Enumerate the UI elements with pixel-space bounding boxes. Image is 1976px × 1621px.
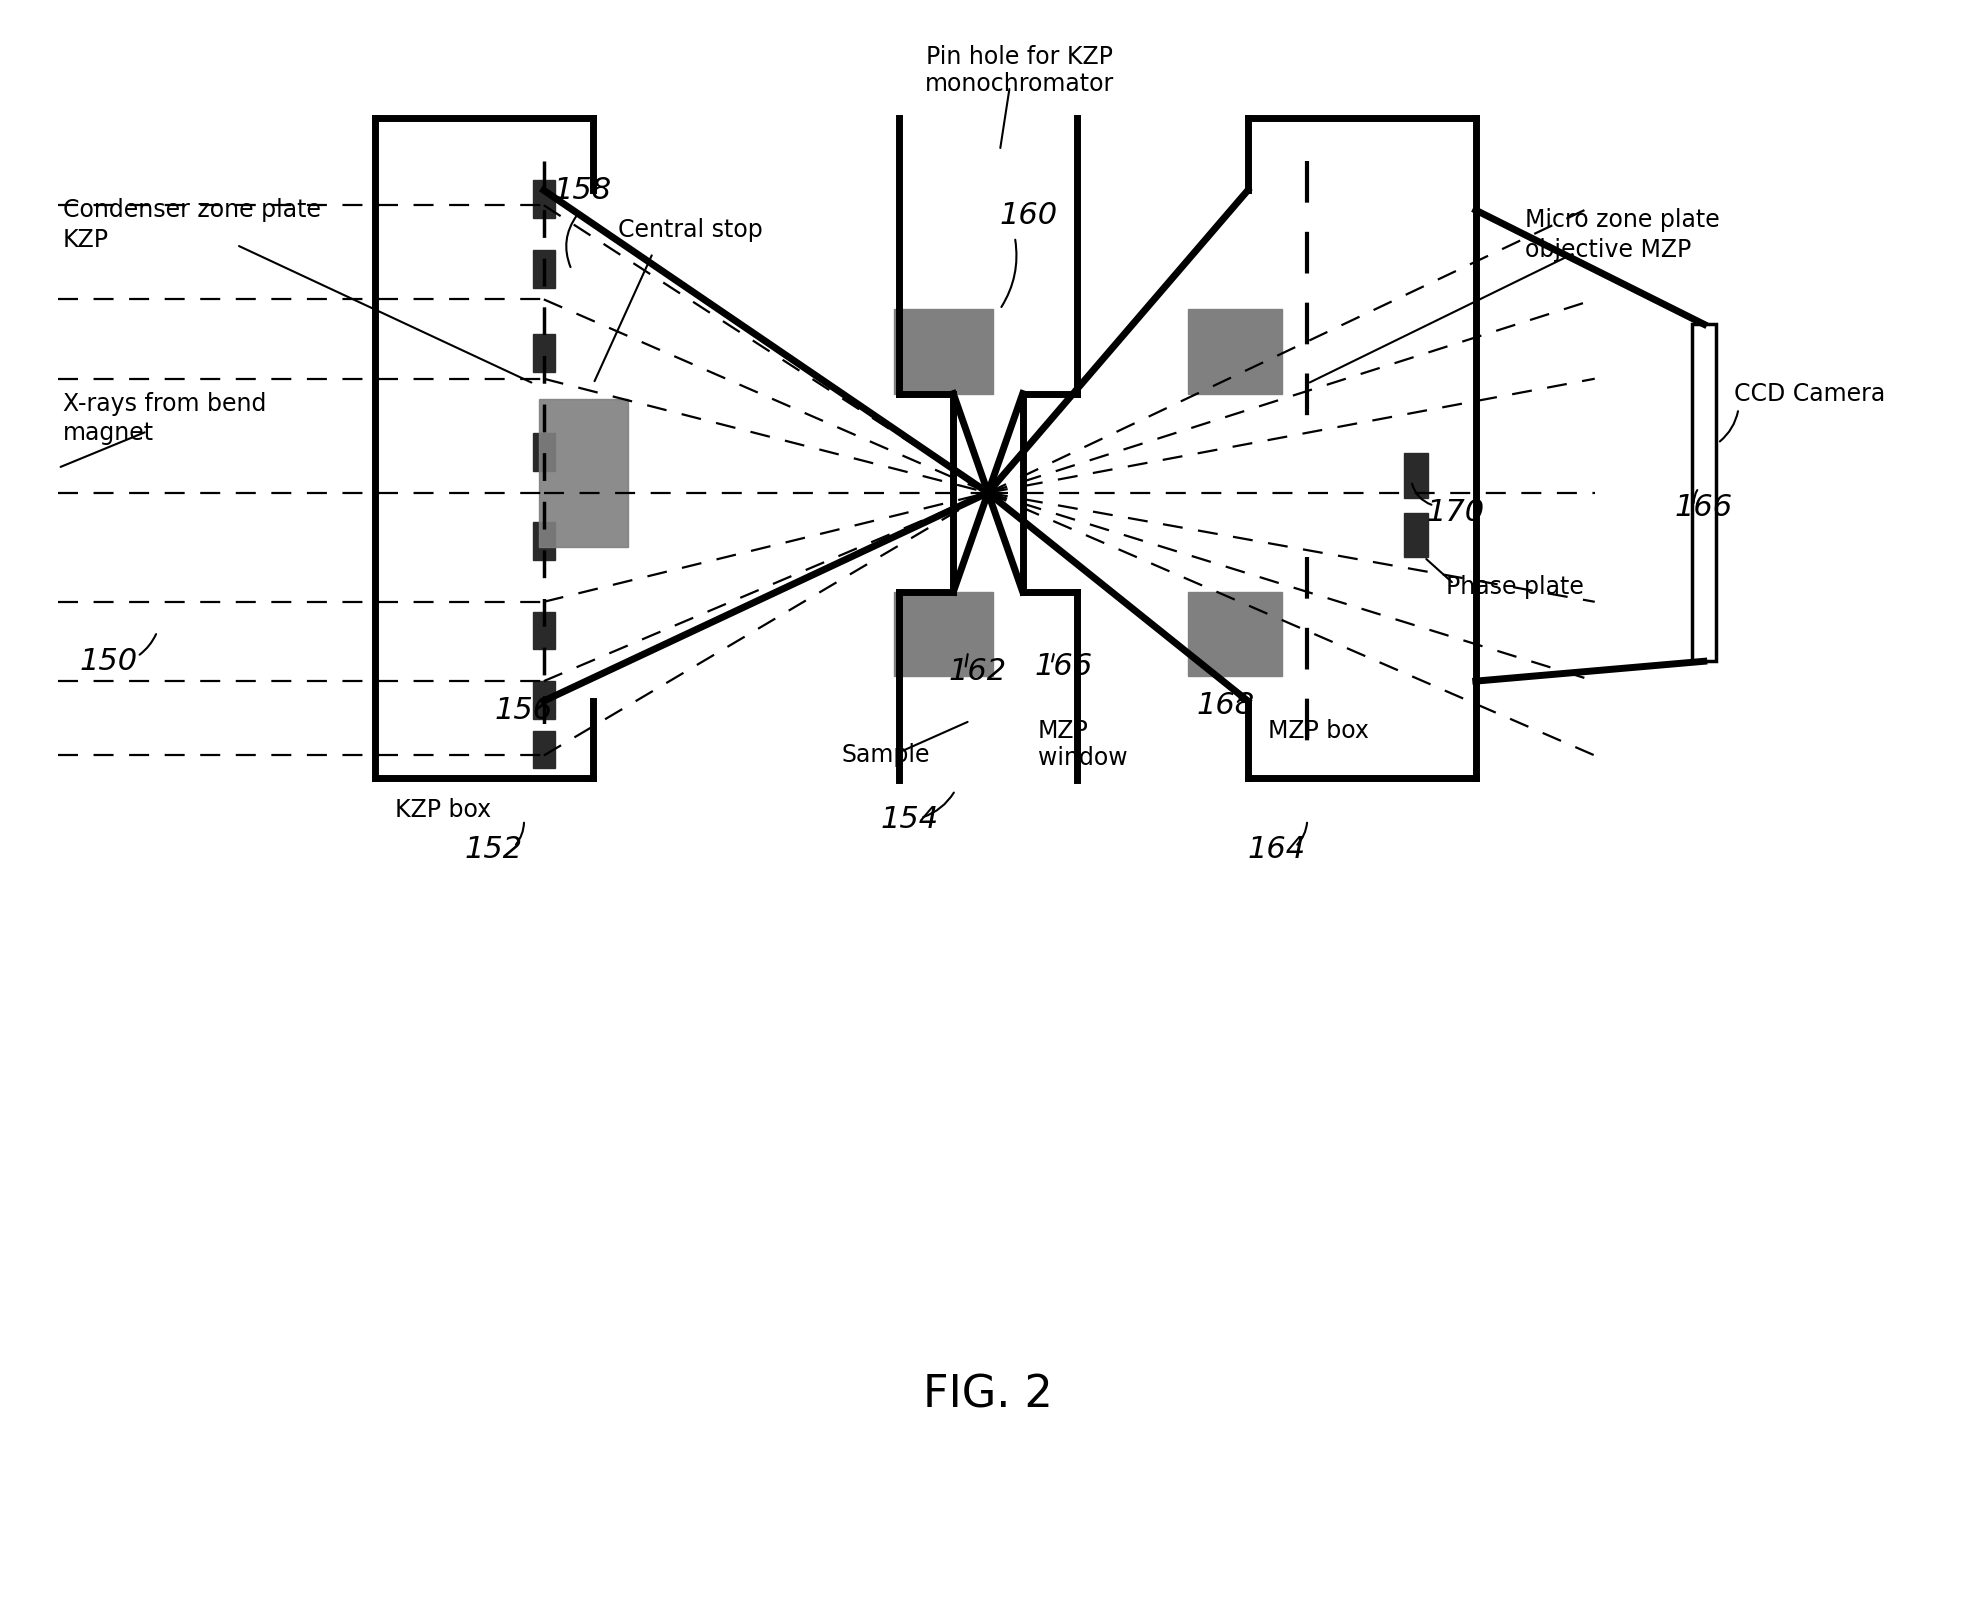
Text: window: window [1037, 746, 1126, 770]
Text: MZP: MZP [1037, 718, 1089, 742]
Bar [534, 731, 555, 768]
Text: KZP box: KZP box [395, 798, 492, 822]
Text: FIG. 2: FIG. 2 [923, 1373, 1053, 1417]
Text: Condenser zone plate: Condenser zone plate [63, 198, 320, 222]
Text: 152: 152 [464, 835, 522, 864]
Text: MZP box: MZP box [1267, 718, 1369, 742]
Bar [539, 399, 628, 548]
Text: 170: 170 [1427, 498, 1484, 527]
Bar [534, 433, 555, 472]
Bar [893, 592, 994, 676]
Text: 166: 166 [1674, 493, 1733, 522]
Text: 158: 158 [553, 175, 613, 204]
Text: Micro zone plate: Micro zone plate [1525, 207, 1719, 232]
Bar [1188, 310, 1282, 394]
Text: 168: 168 [1195, 692, 1255, 720]
Bar [534, 180, 555, 219]
Bar [534, 611, 555, 650]
Text: Central stop: Central stop [618, 217, 763, 242]
Text: 154: 154 [881, 806, 939, 835]
Bar [1188, 592, 1282, 676]
Bar [1405, 454, 1429, 498]
Text: Sample: Sample [842, 744, 931, 767]
Text: 150: 150 [79, 647, 138, 676]
Bar [534, 522, 555, 561]
Bar [534, 250, 555, 287]
Text: objective MZP: objective MZP [1525, 238, 1691, 263]
Text: Pin hole for KZP: Pin hole for KZP [927, 44, 1112, 68]
Text: 160: 160 [1000, 201, 1057, 230]
Text: monochromator: monochromator [925, 73, 1114, 96]
Text: CCD Camera: CCD Camera [1733, 381, 1885, 405]
Text: 162: 162 [948, 657, 1006, 686]
Text: 164: 164 [1247, 835, 1306, 864]
Text: KZP: KZP [63, 229, 109, 251]
Text: Phase plate: Phase plate [1446, 575, 1585, 598]
Text: magnet: magnet [63, 421, 154, 446]
Bar [1405, 512, 1429, 558]
Bar [534, 334, 555, 371]
Bar [1691, 324, 1715, 661]
Bar [534, 681, 555, 718]
Text: 166: 166 [1035, 652, 1093, 681]
Text: 156: 156 [494, 697, 553, 725]
Bar [893, 310, 994, 394]
Text: X-rays from bend: X-rays from bend [63, 392, 267, 415]
